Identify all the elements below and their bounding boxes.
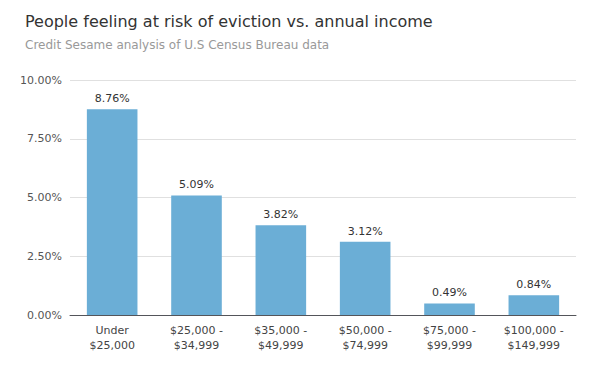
svg-text:$74,999: $74,999: [342, 339, 388, 352]
svg-text:$149,999: $149,999: [508, 339, 561, 352]
svg-text:$34,999: $34,999: [174, 339, 220, 352]
svg-text:$49,999: $49,999: [258, 339, 304, 352]
svg-text:People feeling at risk of evic: People feeling at risk of eviction vs. a…: [25, 12, 433, 31]
svg-text:$35,000 -: $35,000 -: [254, 324, 307, 337]
svg-text:Under: Under: [96, 324, 130, 337]
svg-text:5.00%: 5.00%: [27, 191, 62, 204]
svg-text:5.09%: 5.09%: [179, 178, 214, 191]
svg-text:$99,999: $99,999: [427, 339, 473, 352]
svg-text:7.50%: 7.50%: [27, 132, 62, 145]
svg-text:$25,000 -: $25,000 -: [170, 324, 223, 337]
svg-text:3.12%: 3.12%: [348, 225, 383, 238]
svg-text:3.82%: 3.82%: [263, 208, 298, 221]
svg-text:$75,000 -: $75,000 -: [423, 324, 476, 337]
svg-text:0.49%: 0.49%: [432, 286, 467, 299]
svg-text:Credit Sesame analysis of U.S: Credit Sesame analysis of U.S Census Bur…: [25, 38, 329, 52]
svg-text:$50,000 -: $50,000 -: [339, 324, 392, 337]
svg-text:10.00%: 10.00%: [20, 74, 62, 87]
svg-text:8.76%: 8.76%: [95, 92, 130, 105]
svg-text:2.50%: 2.50%: [27, 250, 62, 263]
svg-text:0.84%: 0.84%: [516, 278, 551, 291]
svg-text:$100,000 -: $100,000 -: [504, 324, 564, 337]
svg-text:0.00%: 0.00%: [27, 309, 62, 322]
svg-text:$25,000: $25,000: [89, 339, 135, 352]
